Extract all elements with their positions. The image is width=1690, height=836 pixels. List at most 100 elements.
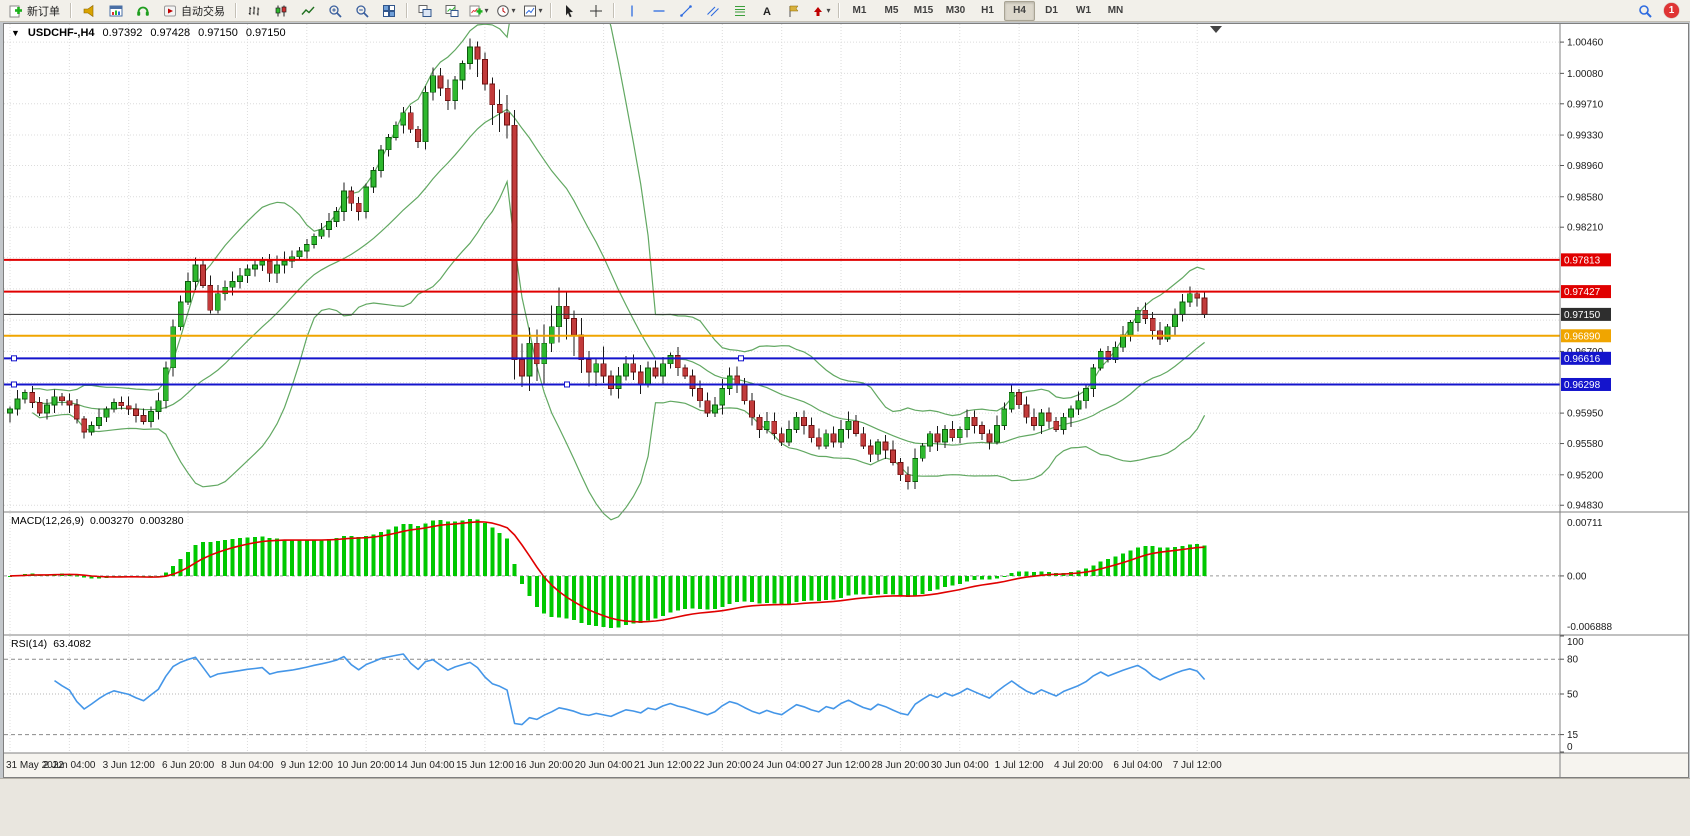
time-axis-label: 6 Jun 20:00 [162,760,215,771]
add-indicator-button[interactable]: ▾ [466,1,492,21]
price-scale-label: 0.98960 [1567,161,1604,172]
price-line-badge [1561,351,1611,365]
zoom-out-button[interactable] [349,1,375,21]
time-axis-label: 21 Jun 12:00 [634,760,692,771]
horizontal-line-tool-button[interactable] [646,1,672,21]
alerts-button[interactable] [76,1,102,21]
candlestick-chart-button[interactable] [268,1,294,21]
cascade-windows-button[interactable] [439,1,465,21]
macd-scale-label: -0.006888 [1567,622,1612,633]
channel-tool-button[interactable] [700,1,726,21]
label-tool-button[interactable] [781,1,807,21]
vertical-line-icon [625,4,639,18]
template-menu-button[interactable]: ▾ [520,1,546,21]
vertical-line-tool-button[interactable] [619,1,645,21]
toolbar-separator [235,3,237,18]
bar-chart-button[interactable] [241,1,267,21]
chart-window: 1.00460 1.00080 0.99710 0.99330 0.98960 0.985… [3,23,1689,778]
time-axis-label: 30 Jun 04:00 [931,760,989,771]
crosshair-button[interactable] [583,1,609,21]
dropdown-caret-icon: ▾ [538,6,543,15]
timeframe-w1-button[interactable]: W1 [1076,5,1091,16]
zoom-in-button[interactable] [322,1,348,21]
search-icon [1638,4,1652,18]
time-axis-label: 1 Jul 12:00 [995,760,1044,771]
timeframes-menu-button[interactable]: ▾ [493,1,519,21]
time-axis-label: 14 Jun 04:00 [397,760,455,771]
arrows-tool-button[interactable]: ▾ [808,1,834,21]
window-bottom-area [0,778,1690,836]
timeframe-h1-button[interactable]: H1 [981,5,994,16]
trendline-tool-button[interactable] [673,1,699,21]
time-axis-label: 10 Jun 20:00 [337,760,395,771]
timeframe-d1-button[interactable]: D1 [1045,5,1058,16]
cascade-windows-icon [445,4,459,18]
text-label-icon [787,4,801,18]
time-axis-label: 9 Jun 12:00 [281,760,334,771]
candles [7,38,1208,490]
dropdown-caret-icon: ▾ [484,6,489,15]
metaeditor-button[interactable] [130,1,156,21]
time-axis-label: 22 Jun 20:00 [693,760,751,771]
time-axis-label: 16 Jun 20:00 [515,760,573,771]
toolbar-separator [550,3,552,18]
time-axis-label: 4 Jul 20:00 [1054,760,1103,771]
dropdown-caret-icon: ▾ [511,6,516,15]
time-axis-label: 20 Jun 04:00 [575,760,633,771]
time-axis-label: 24 Jun 04:00 [753,760,811,771]
clock-icon [496,4,510,18]
rsi-scale-label: 0 [1567,742,1573,753]
time-axis-label: 2 Jun 04:00 [43,760,96,771]
symbol-dropdown-icon[interactable]: ▼ [11,28,20,38]
chart-window-icon [109,4,123,18]
auto-trading-button[interactable]: 自动交易 [157,1,231,21]
megaphone-icon [82,4,96,18]
tile-windows-button[interactable] [376,1,402,21]
price-line-badge-label: 0.96616 [1564,354,1601,365]
timeframe-m1-button[interactable]: M1 [852,5,867,16]
chart-shift-marker-icon[interactable] [1210,26,1222,33]
timeframe-m5-button[interactable]: M5 [884,5,899,16]
fibonacci-tool-button[interactable] [727,1,753,21]
line-handle[interactable] [11,355,17,362]
line-handle[interactable] [11,381,17,388]
cursor-button[interactable] [556,1,582,21]
search-button[interactable] [1632,1,1658,21]
tile-windows-icon [382,4,396,18]
time-axis-label: 28 Jun 20:00 [871,760,929,771]
price-line-badge [1561,307,1611,321]
price-line-badge-label: 0.96890 [1564,331,1601,342]
price-scale-label: 0.99330 [1567,131,1604,142]
zoom-in-icon [328,4,342,18]
timeframe-mn-button[interactable]: MN [1107,5,1124,16]
data-window-button[interactable] [103,1,129,21]
new-order-button[interactable]: 新订单 [3,1,66,21]
bollinger-band [32,108,1205,446]
notification-badge[interactable]: 1 [1664,3,1679,18]
price-scale-label: 0.94830 [1567,501,1604,512]
toolbar-separator [613,3,615,18]
price-scale-label: 0.95200 [1567,470,1604,481]
rsi-scale-label: 100 [1567,637,1584,648]
timeframe-m15-button[interactable]: M15 [913,5,934,16]
timeframe-m30-button[interactable]: M30 [945,5,966,16]
text-tool-button[interactable]: A [754,1,780,21]
macd-scale-label: 0.00 [1567,571,1587,582]
svg-text:A: A [763,6,771,18]
line-chart-button[interactable] [295,1,321,21]
timeframe-h4-button[interactable]: H4 [1004,0,1035,21]
toolbar: 新订单 自动交易 [0,0,1690,22]
arrange-windows-button[interactable] [412,1,438,21]
price-line-badge-label: 0.97813 [1564,255,1601,266]
line-handle[interactable] [738,355,744,362]
chart-plot-area[interactable]: 1.00460 1.00080 0.99710 0.99330 0.98960 0.985… [4,24,1688,777]
line-handle[interactable] [564,381,570,388]
rsi-scale-label: 80 [1567,655,1579,666]
rsi-scale-label: 50 [1567,690,1579,701]
price-line-badge [1561,329,1611,343]
equidistant-channel-icon [706,4,720,18]
time-axis-label: 27 Jun 12:00 [812,760,870,771]
timeframe-button-group: M1 M5 M15 M30 H1 H4 D1 W1 MN [844,0,1131,21]
time-axis-label: 31 May 2022 [6,760,64,771]
rsi-line [54,653,1206,726]
